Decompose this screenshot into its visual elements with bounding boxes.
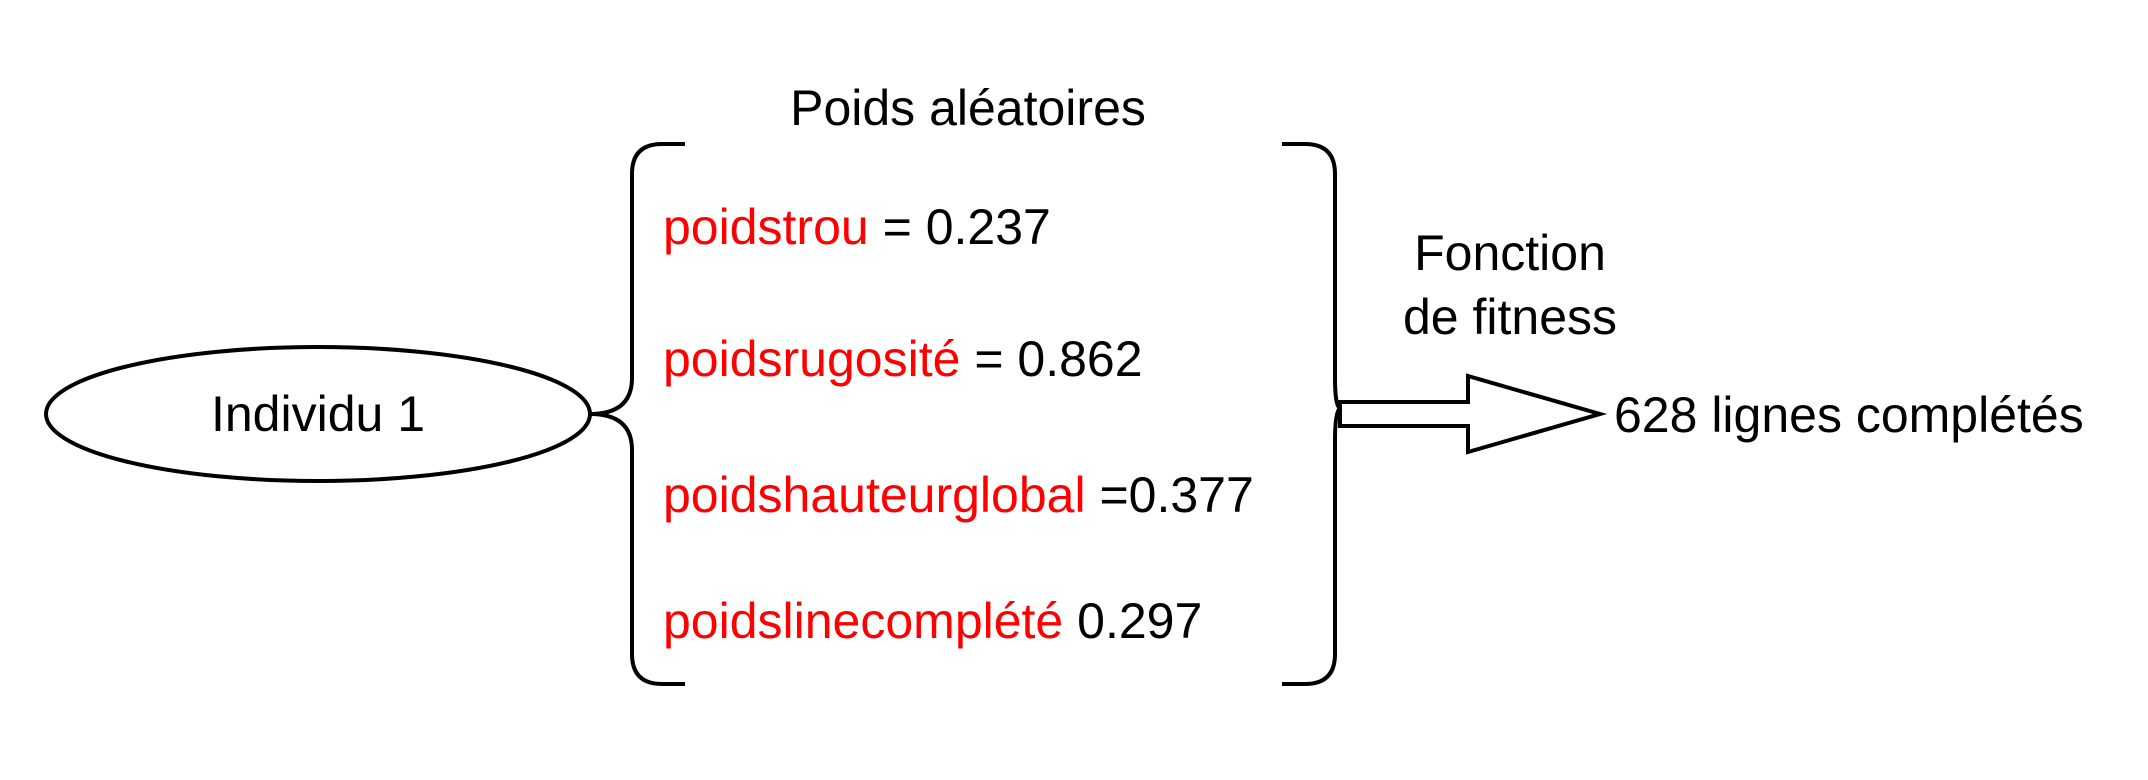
weight-separator: = (869, 199, 926, 255)
weight-line: poidslinecomplété 0.297 (663, 593, 1202, 649)
weight-value: 0.862 (1017, 331, 1142, 387)
result-label: 628 lignes complétés (1614, 387, 2084, 443)
weight-separator (1063, 593, 1077, 649)
left-brace (589, 142, 685, 686)
individual-node: Individu 1 (44, 345, 592, 483)
weight-name: poidshauteurglobal (663, 467, 1086, 523)
weight-line: poidstrou = 0.237 (663, 199, 1051, 255)
weight-value: 0.377 (1129, 467, 1254, 523)
weight-separator: = (960, 331, 1017, 387)
weight-line: poidshauteurglobal =0.377 (663, 467, 1254, 523)
weights-title: Poids aléatoires (790, 80, 1146, 136)
right-brace (1282, 142, 1344, 686)
individual-label: Individu 1 (211, 386, 425, 442)
weight-separator: = (1086, 467, 1129, 523)
fitness-arrow-icon (1338, 373, 1608, 455)
weight-name: poidsrugosité (663, 331, 960, 387)
weight-line: poidsrugosité = 0.862 (663, 331, 1143, 387)
weight-value: 0.297 (1077, 593, 1202, 649)
weights-list: poidstrou = 0.237 poidsrugosité = 0.862 … (663, 199, 1254, 649)
weight-name: poidslinecomplété (663, 593, 1063, 649)
weight-name: poidstrou (663, 199, 869, 255)
weight-value: 0.237 (926, 199, 1051, 255)
fitness-label-line1: Fonction (1414, 225, 1606, 281)
fitness-label-line2: de fitness (1403, 289, 1617, 345)
